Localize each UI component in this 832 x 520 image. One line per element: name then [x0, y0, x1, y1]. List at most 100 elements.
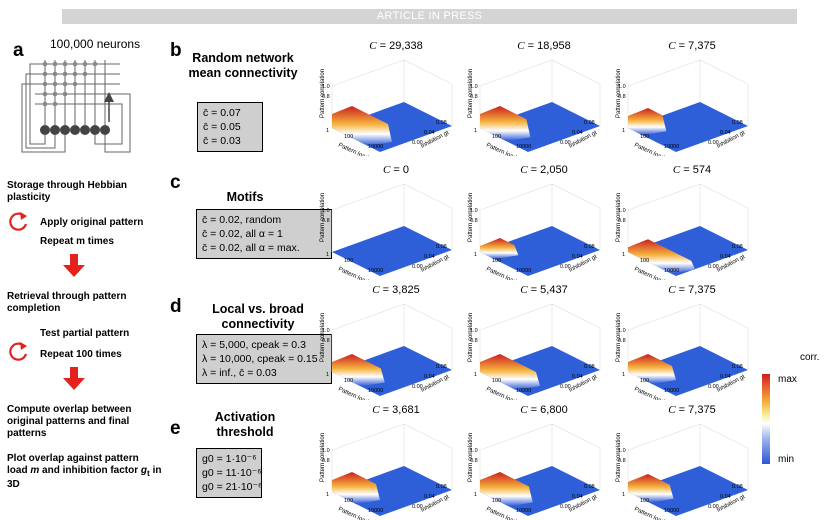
svg-text:1: 1 [474, 492, 477, 498]
svg-text:1.0: 1.0 [322, 84, 330, 90]
svg-text:1: 1 [326, 492, 329, 498]
svg-text:0.8: 0.8 [322, 458, 330, 464]
svg-text:0.04: 0.04 [572, 254, 583, 260]
panel-b-legend: c̄ = 0.07 c̄ = 0.05 c̄ = 0.03 [197, 102, 263, 152]
step-retrieval: Retrieval through pattern completion [7, 291, 127, 314]
svg-text:0.00: 0.00 [708, 140, 719, 146]
step-repeat-100: Repeat 100 times [40, 349, 122, 360]
svg-text:1.0: 1.0 [470, 328, 478, 334]
panel-e-label: e [170, 418, 181, 439]
svg-text:Pattern correlation: Pattern correlation [468, 69, 474, 118]
plot-connectivity-title: C = 574 [672, 164, 712, 176]
svg-text:100: 100 [344, 134, 353, 140]
svg-text:1: 1 [474, 128, 477, 134]
network-diagram [21, 60, 131, 153]
article-in-press-banner: ARTICLE IN PRESS [62, 9, 797, 24]
svg-text:Pattern correlation: Pattern correlation [616, 433, 622, 482]
svg-text:0.00: 0.00 [412, 504, 423, 510]
legend-entry: g0 = 21·10⁻⁶ [202, 481, 263, 493]
svg-text:Pattern correlation: Pattern correlation [320, 433, 326, 482]
down-arrow-icon [63, 254, 85, 277]
svg-text:0.04: 0.04 [720, 254, 731, 260]
svg-text:1: 1 [326, 128, 329, 134]
svg-text:10000: 10000 [516, 508, 531, 514]
svg-text:10000: 10000 [368, 388, 383, 394]
colorbar-title: corr. [800, 352, 820, 363]
repeat-cycle-icon [9, 212, 28, 231]
svg-text:100: 100 [640, 378, 649, 384]
svg-text:0.04: 0.04 [424, 374, 435, 380]
svg-text:0.00: 0.00 [412, 384, 423, 390]
svg-text:0.8: 0.8 [322, 94, 330, 100]
svg-text:Pattern correlation: Pattern correlation [320, 313, 326, 362]
svg-text:100: 100 [492, 378, 501, 384]
repeat-cycle-icon [9, 342, 28, 361]
svg-text:0.08: 0.08 [584, 364, 595, 370]
svg-text:1.0: 1.0 [618, 448, 626, 454]
svg-text:Pattern correlation: Pattern correlation [320, 193, 326, 242]
panel-d-title: Local vs. broad connectivity [212, 302, 304, 331]
svg-text:0.04: 0.04 [424, 254, 435, 260]
svg-text:0.04: 0.04 [720, 130, 731, 136]
plot-connectivity-title: C = 0 [382, 164, 409, 176]
svg-text:0.04: 0.04 [572, 494, 583, 500]
svg-text:0.08: 0.08 [436, 244, 447, 250]
svg-text:0.8: 0.8 [322, 338, 330, 344]
svg-text:1.0: 1.0 [470, 84, 478, 90]
svg-text:100: 100 [492, 134, 501, 140]
svg-text:0.00: 0.00 [708, 384, 719, 390]
svg-text:0.08: 0.08 [732, 120, 743, 126]
svg-text:Pattern correlation: Pattern correlation [320, 69, 326, 118]
svg-text:0.8: 0.8 [618, 218, 626, 224]
step-plot-overlap: Plot overlap against pattern load m and … [7, 453, 162, 490]
plot-connectivity-title: C = 18,958 [517, 40, 571, 52]
svg-text:10000: 10000 [664, 144, 679, 150]
panel-e-title: Activation threshold [214, 410, 276, 439]
legend-entry: g0 = 1·10⁻⁶ [202, 453, 257, 465]
svg-text:0.08: 0.08 [436, 120, 447, 126]
svg-text:0.08: 0.08 [584, 244, 595, 250]
svg-text:1.0: 1.0 [470, 448, 478, 454]
svg-text:0.8: 0.8 [470, 94, 478, 100]
svg-text:1: 1 [474, 252, 477, 258]
plot-connectivity-title: C = 29,338 [369, 40, 423, 52]
legend-entry: c̄ = 0.02, all α = max. [202, 242, 300, 254]
legend-entry: c̄ = 0.03 [203, 135, 241, 147]
step-repeat-m: Repeat m times [40, 236, 114, 247]
svg-text:0.08: 0.08 [732, 484, 743, 490]
svg-text:0.00: 0.00 [560, 140, 571, 146]
svg-text:100: 100 [492, 498, 501, 504]
svg-text:10000: 10000 [368, 144, 383, 150]
svg-text:0.04: 0.04 [720, 374, 731, 380]
legend-entry: c̄ = 0.02, all α = 1 [202, 228, 283, 240]
svg-text:0.8: 0.8 [322, 218, 330, 224]
plot-connectivity-title: C = 6,800 [520, 404, 568, 416]
panel-b-label: b [170, 40, 182, 61]
svg-text:1: 1 [326, 372, 329, 378]
svg-text:0.04: 0.04 [572, 374, 583, 380]
panel-d-legend: λ = 5,000, cpeak = 0.3 λ = 10,000, cpeak… [196, 334, 332, 384]
svg-text:0.08: 0.08 [436, 364, 447, 370]
legend-entry: c̄ = 0.05 [203, 121, 241, 133]
plot-connectivity-title: C = 7,375 [668, 284, 716, 296]
svg-text:0.8: 0.8 [470, 458, 478, 464]
legend-entry: λ = 10,000, cpeak = 0.15 [202, 353, 318, 365]
svg-text:1: 1 [622, 492, 625, 498]
svg-text:0.08: 0.08 [584, 120, 595, 126]
colorbar [762, 374, 770, 464]
svg-text:0.04: 0.04 [572, 130, 583, 136]
step-apply: Apply original pattern [40, 217, 144, 228]
svg-text:0.04: 0.04 [720, 494, 731, 500]
panel-c-legend: c̄ = 0.02, random c̄ = 0.02, all α = 1 c… [196, 209, 332, 259]
